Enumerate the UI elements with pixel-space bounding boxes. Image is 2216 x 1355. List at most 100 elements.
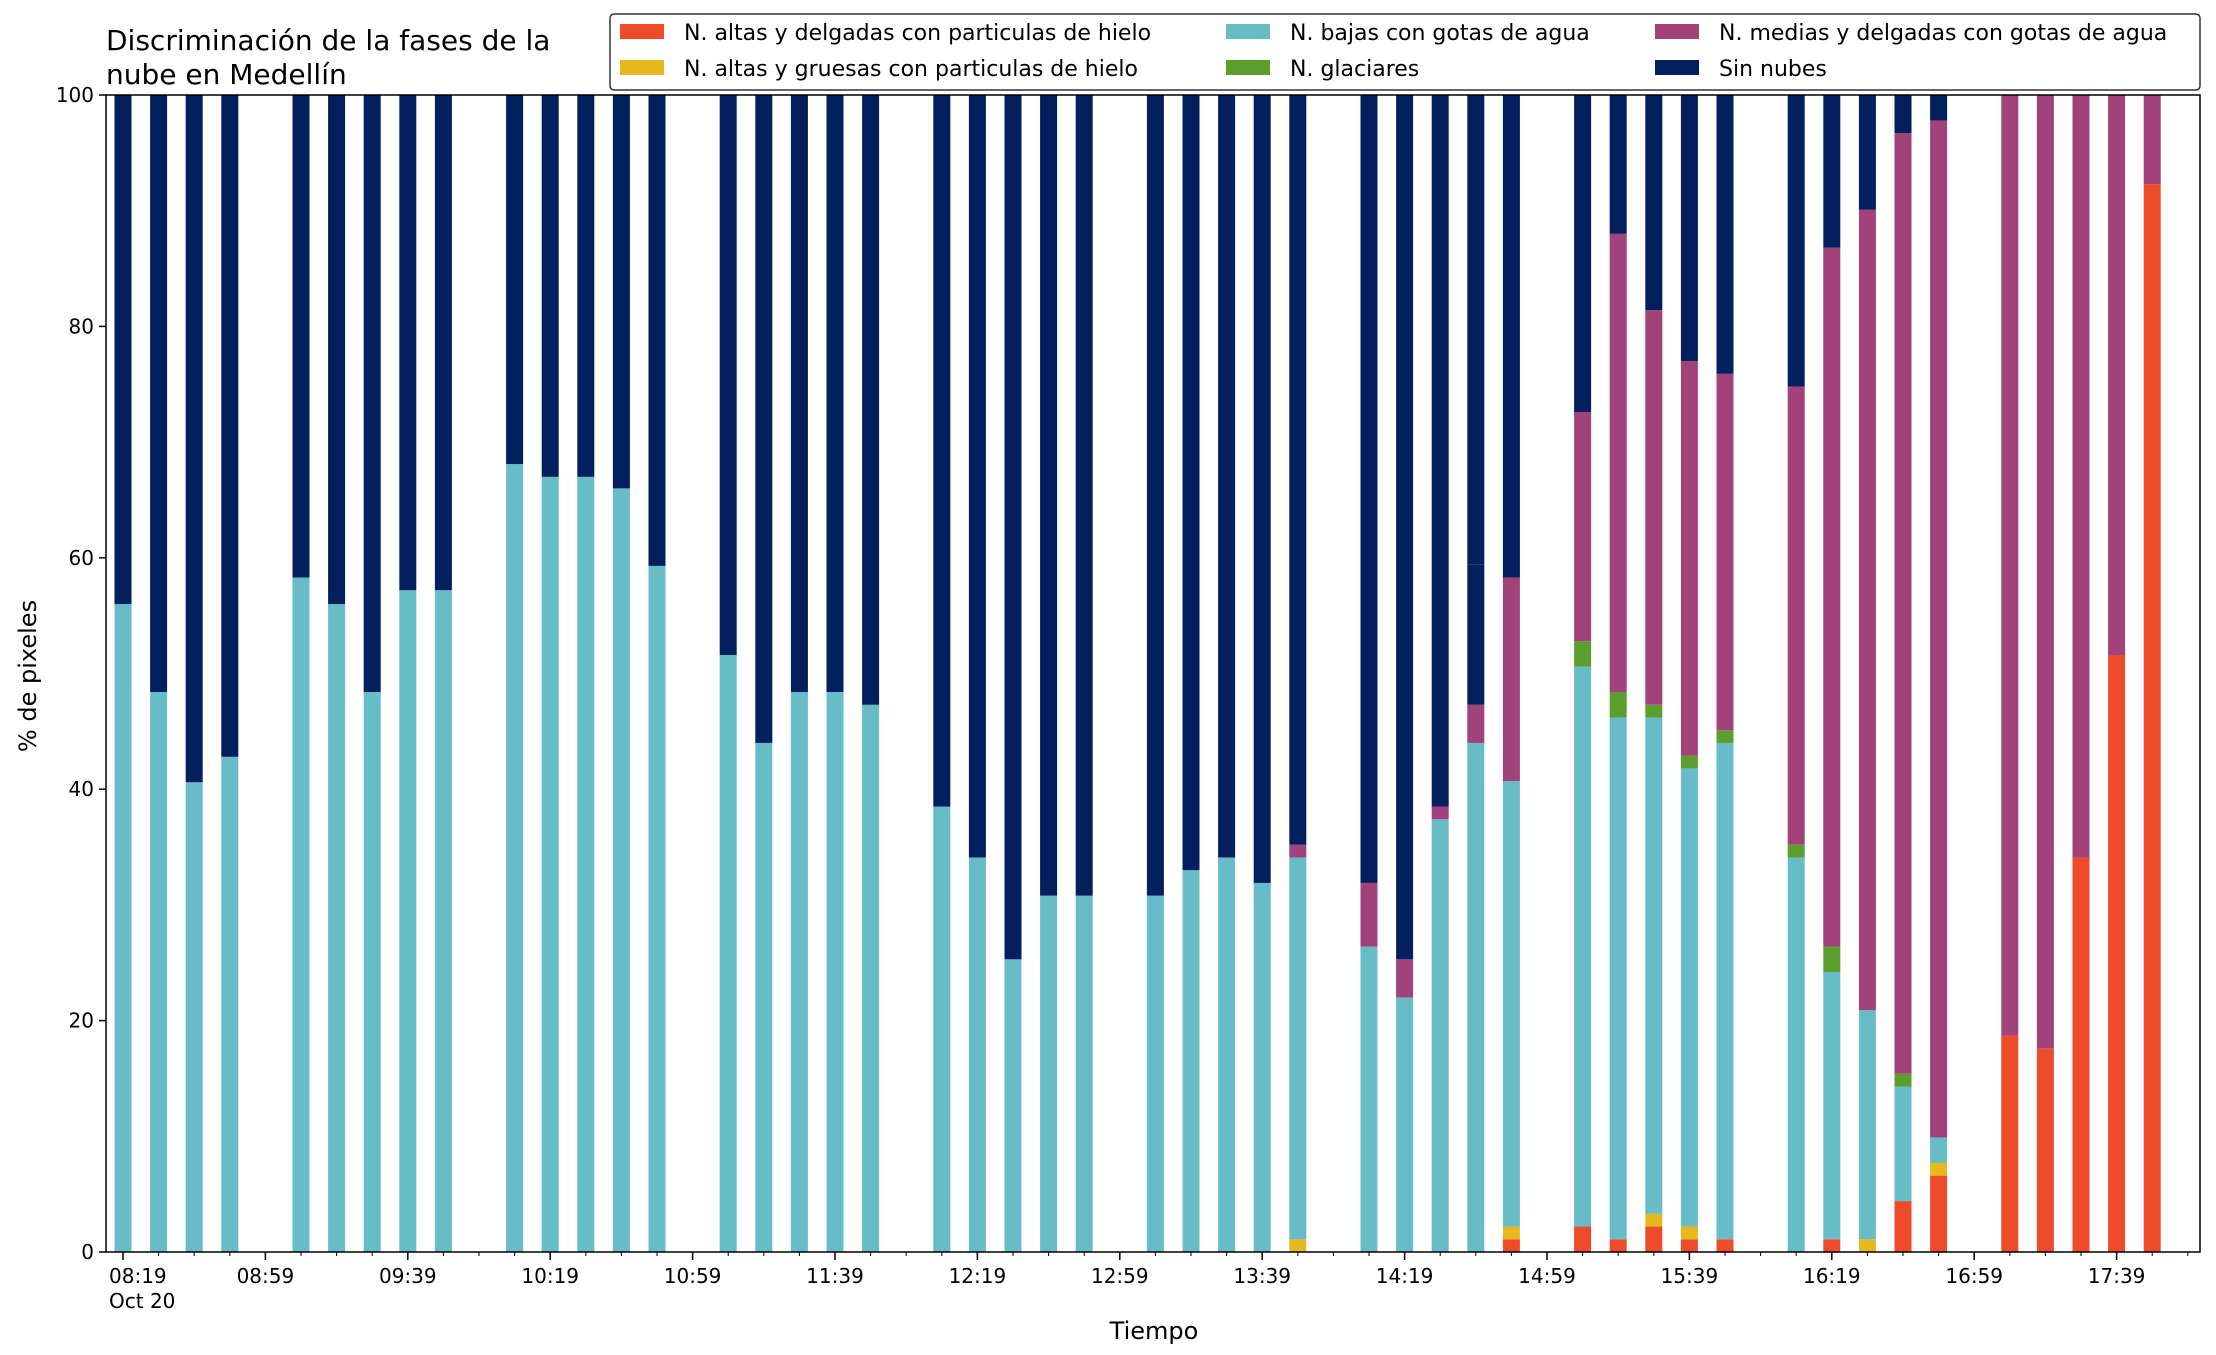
- bar-stack: [2072, 95, 2090, 1252]
- bar-stack: [1823, 95, 1841, 1252]
- x-tick-label: 14:59: [1518, 1264, 1576, 1288]
- bar-segment: [933, 806, 951, 1252]
- bar-segment: [1502, 1226, 1520, 1240]
- bar-stack: [1289, 95, 1307, 1252]
- bar-stack: [2001, 95, 2019, 1252]
- bar-stack: [541, 95, 559, 1252]
- bar-segment: [1467, 95, 1485, 565]
- bar-segment: [292, 577, 310, 1252]
- bar-segment: [2001, 1035, 2019, 1252]
- bar-segment: [1146, 895, 1164, 1252]
- legend: N. altas y delgadas con particulas de hi…: [609, 13, 2201, 91]
- bar-stack: [1787, 95, 1805, 1252]
- bar-segment: [1609, 692, 1627, 718]
- bar-stack: [328, 95, 346, 1252]
- bar-segment: [1645, 704, 1663, 718]
- bar-segment: [1467, 704, 1485, 743]
- bar-segment: [933, 95, 951, 807]
- legend-label-altas-delgadas: N. altas y delgadas con particulas de hi…: [684, 21, 1151, 46]
- bar-stack: [1609, 95, 1627, 1252]
- x-tick-label: 09:39: [379, 1264, 437, 1288]
- bar-stack: [1040, 95, 1058, 1252]
- bar-segment: [1645, 95, 1663, 311]
- bar-segment: [328, 95, 346, 605]
- bar-segment: [719, 654, 737, 1252]
- bar-stack: [2108, 95, 2126, 1252]
- bar-stack: [1894, 95, 1912, 1252]
- bar-segment: [1609, 233, 1627, 693]
- bar-segment: [541, 476, 559, 1252]
- bar-segment: [1823, 1239, 1841, 1252]
- bar-stack: [292, 95, 310, 1252]
- bar-segment: [1289, 857, 1307, 1240]
- bar-segment: [399, 590, 417, 1252]
- bar-segment: [1858, 95, 1876, 210]
- bar-segment: [1289, 1239, 1307, 1252]
- bar-segment: [150, 692, 168, 1252]
- x-tick-label: 12:59: [1091, 1264, 1149, 1288]
- bar-segment: [1645, 1226, 1663, 1252]
- bar-segment: [1574, 1226, 1592, 1252]
- bar-segment: [1680, 95, 1698, 362]
- bar-stack: [1253, 95, 1271, 1252]
- bar-segment: [1894, 133, 1912, 1074]
- legend-label-glaciares: N. glaciares: [1290, 57, 1419, 82]
- bar-segment: [1930, 120, 1948, 1138]
- legend-swatch-sin-nubes: [1655, 60, 1699, 75]
- bar-stack: [862, 95, 880, 1252]
- bar-segment: [1574, 412, 1592, 642]
- bar-segment: [2108, 654, 2126, 1252]
- bar-segment: [2143, 184, 2161, 1253]
- bar-segment: [648, 565, 666, 1252]
- bar-segment: [1680, 361, 1698, 756]
- bar-stack: [1930, 95, 1948, 1252]
- bar-segment: [1823, 946, 1841, 972]
- bar-stack: [221, 95, 239, 1252]
- bar-segment: [1645, 717, 1663, 1214]
- legend-swatch-glaciares: [1226, 60, 1270, 75]
- legend-swatch-medias: [1655, 24, 1699, 39]
- y-tick-label: 100: [56, 83, 94, 107]
- plot-frame: [105, 94, 2201, 1253]
- bar-segment: [1680, 1239, 1698, 1252]
- bar-segment: [790, 95, 808, 693]
- bar-stack: [150, 95, 168, 1252]
- bar-segment: [434, 590, 452, 1252]
- bar-segment: [790, 692, 808, 1252]
- bar-segment: [1396, 959, 1414, 998]
- bar-segment: [1787, 95, 1805, 387]
- bar-stack: [1431, 95, 1449, 1252]
- bar-segment: [1930, 1137, 1948, 1163]
- bar-segment: [1182, 870, 1200, 1252]
- bar-segment: [185, 95, 203, 783]
- bar-segment: [1253, 882, 1271, 1252]
- bar-segment: [185, 782, 203, 1252]
- bar-segment: [1467, 564, 1485, 705]
- bar-segment: [1075, 895, 1093, 1252]
- bar-segment: [2072, 857, 2090, 1252]
- bar-segment: [1502, 1239, 1520, 1252]
- chart-title-line-2: nube en Medellín: [106, 58, 347, 91]
- bar-segment: [1858, 209, 1876, 1011]
- x-tick-label: 11:39: [806, 1264, 864, 1288]
- bar-segment: [1289, 844, 1307, 858]
- x-tick-label: 12:19: [949, 1264, 1007, 1288]
- legend-label-sin-nubes: Sin nubes: [1719, 57, 1827, 82]
- x-tick-sublabel: Oct 20: [109, 1289, 175, 1313]
- bar-stack: [1360, 95, 1378, 1252]
- bar-segment: [1645, 1213, 1663, 1227]
- bar-segment: [1680, 768, 1698, 1227]
- bar-stack: [1467, 95, 1485, 1252]
- x-tick-label: 10:19: [521, 1264, 579, 1288]
- bar-stack: [826, 95, 844, 1252]
- bar-segment: [1716, 95, 1734, 374]
- bar-stack: [1502, 95, 1520, 1252]
- bar-segment: [434, 95, 452, 591]
- legend-label-bajas: N. bajas con gotas de agua: [1290, 21, 1590, 46]
- bar-stack: [506, 95, 524, 1253]
- bar-segment: [1716, 730, 1734, 743]
- bar-segment: [1894, 95, 1912, 134]
- bar-segment: [719, 95, 737, 655]
- bar-segment: [612, 95, 630, 489]
